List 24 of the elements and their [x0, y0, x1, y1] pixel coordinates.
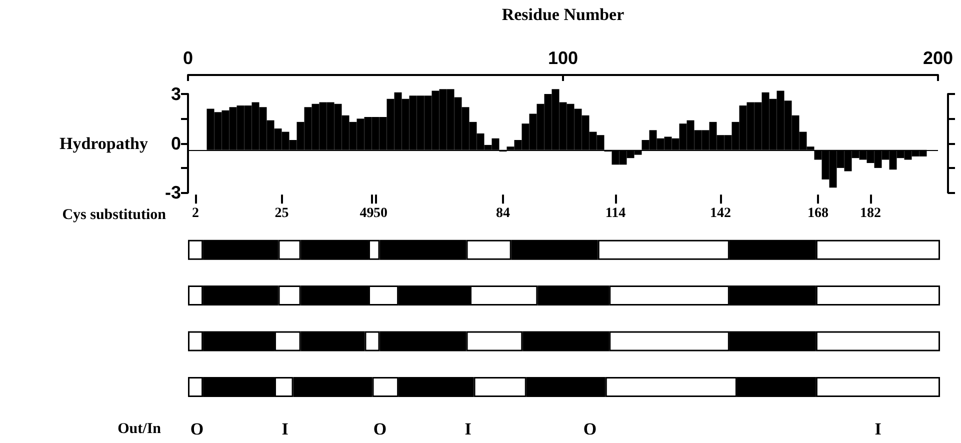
- text: Out/In: [118, 420, 162, 437]
- y-tick-label: -3: [164, 182, 181, 203]
- x-tick-label: 49: [360, 206, 374, 222]
- text: I: [464, 419, 472, 438]
- x-tick-label: 182: [860, 206, 881, 222]
- x2-tick-label: 100: [548, 48, 578, 68]
- text: O: [190, 419, 204, 438]
- x2-axis-title: Residue Number: [502, 5, 625, 24]
- y-tick-label: 3: [170, 84, 181, 104]
- x-tick-label: 114: [605, 206, 626, 222]
- text: I: [874, 419, 882, 438]
- x-tick-label: 2: [192, 206, 199, 222]
- x-axis-title: Cys substitution: [62, 207, 167, 224]
- x-tick-label: 84: [496, 206, 510, 222]
- text: O: [373, 419, 387, 438]
- x-tick-label: 50: [374, 206, 388, 222]
- text: O: [583, 419, 597, 438]
- x-tick-label: 25: [274, 206, 289, 222]
- x-tick-label: 142: [710, 206, 731, 222]
- x2-tick-label: 200: [922, 48, 954, 68]
- x-tick-label: 168: [808, 206, 828, 222]
- y-tick-label: 0: [170, 133, 181, 154]
- text: I: [282, 419, 289, 438]
- y-axis-title: Hydropathy: [60, 134, 148, 153]
